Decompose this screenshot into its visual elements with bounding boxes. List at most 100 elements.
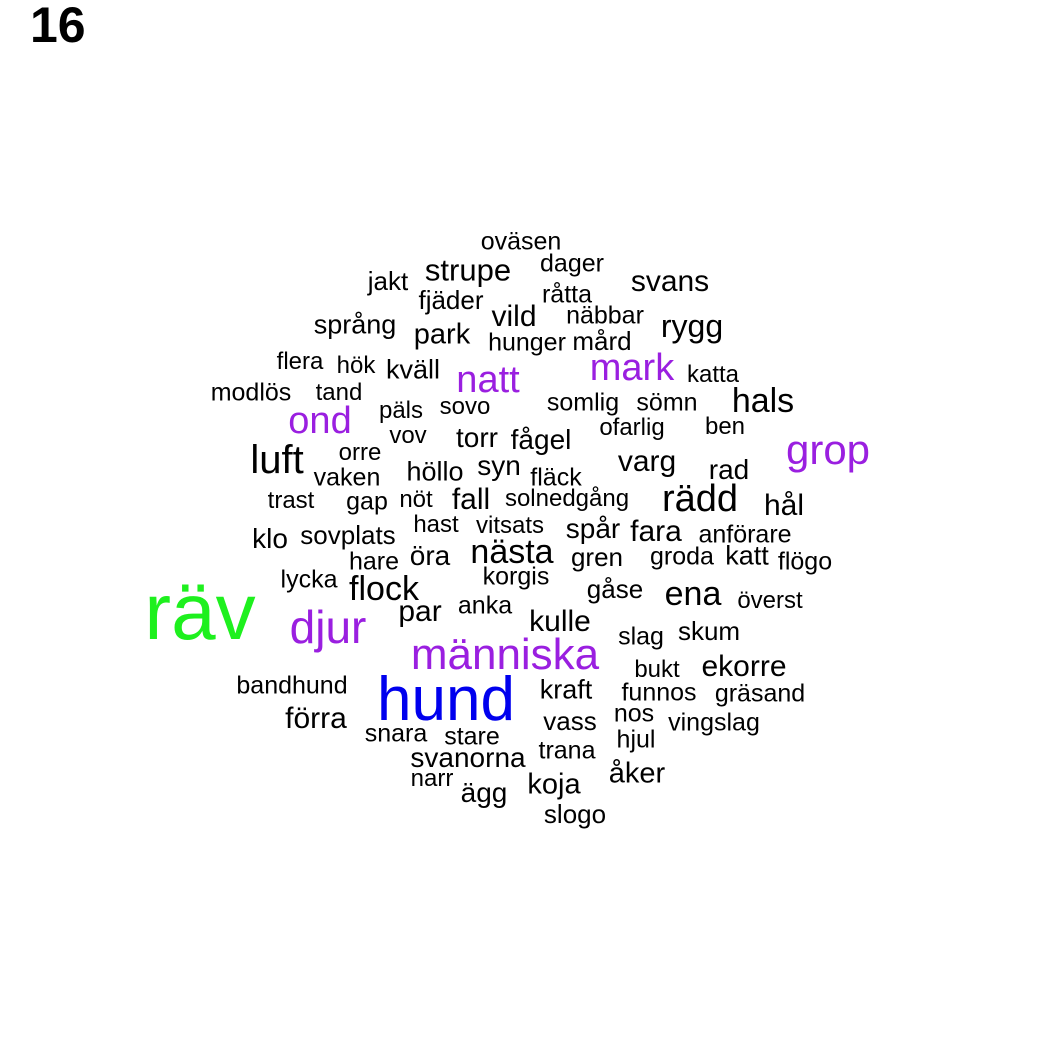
word-slogo: slogo [543, 799, 607, 829]
word-fläck: fläck [530, 463, 582, 492]
word-fara: fara [630, 515, 682, 548]
word-gåse: gåse [586, 574, 644, 604]
word-hals: hals [731, 382, 795, 420]
word-kraft: kraft [539, 674, 593, 705]
word-öra: öra [409, 540, 451, 571]
word-dager: dager [540, 249, 604, 278]
word-näbbar: näbbar [566, 301, 644, 330]
word-flögo: flögo [777, 547, 833, 576]
word-korgis: korgis [482, 562, 550, 591]
word-par: par [398, 595, 442, 628]
word-varg: varg [617, 445, 677, 478]
word-grop: grop [785, 426, 871, 473]
word-katt: katt [725, 540, 769, 571]
word-anka: anka [457, 591, 513, 620]
word-sovo: sovo [439, 393, 491, 420]
word-vov: vov [389, 422, 427, 449]
word-flock: flock [349, 570, 419, 608]
word-solnedgång: solnedgång [504, 485, 630, 512]
word-spår: spår [565, 513, 621, 544]
word-skum: skum [677, 616, 741, 646]
word-lycka: lycka [280, 565, 338, 594]
word-ofarlig: ofarlig [599, 414, 665, 441]
word-torr: torr [456, 422, 498, 453]
word-hål: hål [763, 489, 805, 522]
word-vild: vild [491, 300, 537, 333]
word-koja: koja [527, 768, 581, 801]
word-tand: tand [315, 379, 363, 406]
word-hast: hast [413, 511, 459, 538]
word-stare: stare [444, 722, 500, 751]
word-natt: natt [456, 359, 520, 401]
word-vaken: vaken [313, 463, 381, 492]
word-hjul: hjul [616, 725, 656, 754]
word-rad: rad [708, 454, 750, 485]
word-park: park [413, 318, 471, 351]
word-rygg: rygg [660, 308, 724, 344]
word-kväll: kväll [385, 354, 441, 385]
word-åker: åker [608, 757, 666, 790]
word-syn: syn [477, 450, 521, 481]
word-fågel: fågel [510, 424, 572, 455]
word-hök: hök [336, 352, 376, 379]
word-vass: vass [543, 706, 597, 736]
word-trast: trast [267, 487, 315, 514]
word-fall: fall [451, 483, 491, 516]
word-nästa: nästa [470, 533, 554, 571]
word-vingslag: vingslag [668, 708, 760, 737]
word-anförare: anförare [698, 520, 792, 549]
word-trana: trana [538, 736, 596, 765]
word-människa: människa [410, 630, 600, 679]
word-mård: mård [572, 326, 632, 356]
word-svans: svans [630, 265, 710, 298]
word-språng: språng [313, 309, 397, 340]
word-överst: överst [737, 587, 803, 614]
word-nos: nos [613, 699, 655, 728]
word-vitsats: vitsats [475, 512, 545, 539]
word-gräsand: gräsand [714, 679, 806, 708]
word-gap: gap [346, 487, 388, 516]
word-räv: räv [144, 567, 256, 656]
word-flera: flera [276, 348, 324, 375]
word-råtta: råtta [541, 280, 593, 309]
word-snara: snara [364, 719, 428, 748]
word-jakt: jakt [367, 266, 409, 296]
word-djur: djur [289, 601, 367, 653]
word-luft: luft [250, 438, 304, 482]
word-sovplats: sovplats [300, 520, 396, 550]
word-förra: förra [285, 702, 347, 735]
word-fjäder: fjäder [418, 285, 484, 315]
word-groda: groda [650, 542, 714, 571]
word-hund: hund [377, 665, 515, 734]
word-klo: klo [252, 523, 288, 554]
word-bandhund: bandhund [236, 671, 348, 700]
word-svanorna: svanorna [410, 742, 526, 773]
word-slag: slag [618, 622, 664, 651]
word-ena: ena [664, 575, 722, 613]
word-oväsen: oväsen [480, 227, 562, 256]
word-rädd: rädd [661, 478, 739, 520]
word-narr: narr [410, 765, 454, 792]
word-bukt: bukt [634, 656, 680, 683]
word-ekorre: ekorre [701, 650, 787, 683]
word-hunger: hunger [488, 328, 566, 357]
panel-number: 16 [30, 0, 86, 53]
word-katta: katta [686, 361, 740, 388]
word-orre: orre [338, 439, 382, 466]
word-ben: ben [704, 413, 746, 440]
word-strupe: strupe [424, 252, 512, 288]
word-modlös: modlös [210, 378, 292, 407]
word-hare: hare [348, 547, 400, 576]
word-kulle: kulle [529, 605, 591, 638]
word-funnos: funnos [621, 678, 697, 707]
word-somlig: somlig [546, 388, 620, 417]
word-höllo: höllo [406, 456, 464, 487]
word-ond: ond [288, 400, 352, 442]
word-mark: mark [589, 347, 675, 389]
word-päls: päls [378, 397, 424, 424]
word-sömn: sömn [636, 388, 698, 417]
word-gren: gren [570, 542, 624, 572]
word-ägg: ägg [460, 777, 508, 808]
word-nöt: nöt [399, 486, 433, 513]
